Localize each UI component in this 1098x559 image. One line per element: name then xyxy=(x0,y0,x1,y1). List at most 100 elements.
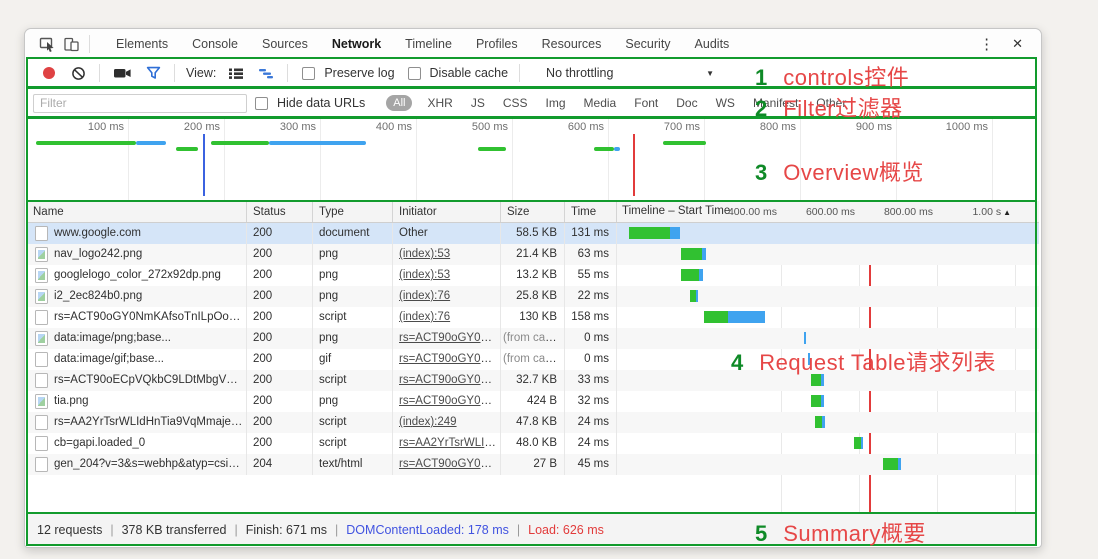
cell-name: tia.png xyxy=(27,391,247,412)
cell-name: rs=ACT90oGY0NmKAfsoTnILpOoWvB... xyxy=(27,307,247,328)
device-toolbar-icon[interactable] xyxy=(59,33,83,55)
tab-sources[interactable]: Sources xyxy=(261,37,308,51)
cell-size: 47.8 KB xyxy=(501,412,565,433)
waterfall-green xyxy=(814,416,823,428)
column-header-type[interactable]: Type xyxy=(313,201,393,222)
filter-category-all[interactable]: All xyxy=(386,95,413,111)
table-row[interactable]: cb=gapi.loaded_0 200 script rs=AA2YrTsrWLId… xyxy=(27,433,1039,454)
file-icon xyxy=(35,436,48,451)
waterfall-bar xyxy=(811,374,824,386)
initiator-link[interactable]: rs=ACT90oGY0Nm... xyxy=(399,458,501,470)
filter-category-img[interactable]: Img xyxy=(545,96,566,110)
cell-name: googlelogo_color_272x92dp.png xyxy=(27,265,247,286)
waterfall-view-icon[interactable] xyxy=(258,67,274,80)
table-row[interactable]: i2_2ec824b0.png 200 png (index):76 25.8 KB 22… xyxy=(27,286,1039,307)
overview-bar-segment xyxy=(269,141,367,145)
filter-input[interactable] xyxy=(33,93,247,113)
cell-status: 200 xyxy=(247,328,313,349)
menu-icon[interactable]: ⋮ xyxy=(979,36,995,53)
column-header-time[interactable]: Time xyxy=(565,201,617,222)
network-overview[interactable]: 100 ms 200 ms 300 ms 400 ms 500 ms 600 ms 700 … xyxy=(27,118,1037,201)
list-view-icon[interactable] xyxy=(228,67,244,80)
table-row[interactable]: rs=ACT90oECpVQkbC9LDtMbgVGuN... 200 script… xyxy=(27,370,1039,391)
initiator-link[interactable]: rs=ACT90oGY0Nm... xyxy=(399,353,501,365)
hide-data-urls-label: Hide data URLs xyxy=(277,96,366,110)
table-row[interactable]: data:image/png;base... 200 png rs=ACT90oGY0… xyxy=(27,328,1039,349)
table-row[interactable]: rs=AA2YrTsrWLIdHnTia9VqMmajeJ95... 200 scr… xyxy=(27,412,1039,433)
request-name: cb=gapi.loaded_0 xyxy=(54,437,146,449)
hide-data-urls-checkbox[interactable] xyxy=(255,96,268,110)
tab-elements[interactable]: Elements xyxy=(116,37,169,51)
screenshot-icon[interactable] xyxy=(113,66,132,80)
initiator-link[interactable]: (index):76 xyxy=(399,290,451,302)
filter-category-doc[interactable]: Doc xyxy=(676,96,698,110)
filter-category-other[interactable]: Other xyxy=(816,96,847,110)
cell-type: script xyxy=(313,433,393,454)
divider xyxy=(287,64,289,82)
initiator-link[interactable]: (index):53 xyxy=(399,269,451,281)
record-icon[interactable] xyxy=(43,67,55,79)
filter-category-font[interactable]: Font xyxy=(634,96,659,110)
tab-security[interactable]: Security xyxy=(625,37,671,51)
overview-tick-label: 200 ms xyxy=(183,121,220,133)
cell-size: 58.5 KB xyxy=(501,223,565,244)
table-row[interactable]: www.google.com 200 document Other 58.5 KB 131… xyxy=(27,223,1039,244)
table-row[interactable]: rs=ACT90oGY0NmKAfsoTnILpOoWvB... 200 scrip… xyxy=(27,307,1039,328)
waterfall-blue xyxy=(699,269,703,281)
cell-initiator: (index):76 xyxy=(393,307,501,328)
panel-tabs: Elements Console Sources Network Timeline Pro… xyxy=(104,37,741,51)
initiator-link[interactable]: rs=ACT90oGY0Nm... xyxy=(399,332,501,344)
filter-category-ws[interactable]: WS xyxy=(715,96,735,110)
tab-resources[interactable]: Resources xyxy=(541,37,602,51)
tab-timeline[interactable]: Timeline xyxy=(405,37,452,51)
column-header-timeline[interactable]: Timeline – Start Time 400.00 ms 600.00 ms 8… xyxy=(617,201,1039,222)
initiator-link[interactable]: (index):249 xyxy=(399,416,457,428)
tab-profiles[interactable]: Profiles xyxy=(475,37,518,51)
table-row[interactable]: tia.png 200 png rs=ACT90oGY0Nm... 424 B 32 ms xyxy=(27,391,1039,412)
overview-gridline xyxy=(416,118,417,201)
close-icon[interactable]: ✕ xyxy=(1012,36,1023,51)
file-icon xyxy=(35,226,48,241)
tab-audits[interactable]: Audits xyxy=(694,37,730,51)
table-row[interactable]: gen_204?v=3&s=webhp&atyp=csi&e... 204 text… xyxy=(27,454,1039,475)
tab-network[interactable]: Network xyxy=(331,37,382,51)
filter-category-js[interactable]: JS xyxy=(470,96,485,110)
waterfall-blue xyxy=(696,290,699,302)
filter-category-xhr[interactable]: XHR xyxy=(427,96,453,110)
throttling-select[interactable]: No throttling ▼ xyxy=(546,66,714,80)
filter-category-manifest[interactable]: Manifest xyxy=(752,96,799,110)
filter-icon[interactable] xyxy=(146,66,161,80)
filter-category-css[interactable]: CSS xyxy=(502,96,528,110)
table-row[interactable]: nav_logo242.png 200 png (index):53 21.4 KB 63… xyxy=(27,244,1039,265)
file-icon xyxy=(35,331,48,346)
initiator-link[interactable]: rs=ACT90oGY0Nm... xyxy=(399,374,501,386)
table-row[interactable]: googlelogo_color_272x92dp.png 200 png (inde… xyxy=(27,265,1039,286)
overview-bar-segment xyxy=(478,147,507,151)
network-toolbar: View: Preserve log Disable cache No thro… xyxy=(27,60,1037,86)
table-row[interactable]: data:image/gif;base... 200 gif rs=ACT90oGY0… xyxy=(27,349,1039,370)
preserve-log-checkbox[interactable] xyxy=(302,66,316,80)
column-header-size[interactable]: Size xyxy=(501,201,565,222)
initiator-link[interactable]: (index):53 xyxy=(399,248,451,260)
filter-category-media[interactable]: Media xyxy=(583,96,617,110)
clear-icon[interactable] xyxy=(71,66,86,81)
cell-size: 48.0 KB xyxy=(501,433,565,454)
cell-type: document xyxy=(313,223,393,244)
initiator-link[interactable]: rs=AA2YrTsrWLIdH... xyxy=(399,437,501,449)
initiator-link[interactable]: rs=ACT90oGY0Nm... xyxy=(399,395,501,407)
tab-console[interactable]: Console xyxy=(192,37,238,51)
waterfall-bar xyxy=(814,416,825,428)
column-header-initiator[interactable]: Initiator xyxy=(393,201,501,222)
cell-type: script xyxy=(313,412,393,433)
waterfall-bar xyxy=(807,353,810,365)
disable-cache-checkbox[interactable] xyxy=(407,66,421,80)
cell-timeline xyxy=(617,370,1039,391)
cell-size: 13.2 KB xyxy=(501,265,565,286)
inspect-icon[interactable] xyxy=(35,33,59,55)
cell-initiator: rs=ACT90oGY0Nm... xyxy=(393,328,501,349)
column-header-name[interactable]: Name xyxy=(27,201,247,222)
column-header-status[interactable]: Status xyxy=(247,201,313,222)
initiator-link[interactable]: (index):76 xyxy=(399,311,451,323)
overview-load-line xyxy=(632,134,635,196)
waterfall-blue xyxy=(807,353,810,365)
